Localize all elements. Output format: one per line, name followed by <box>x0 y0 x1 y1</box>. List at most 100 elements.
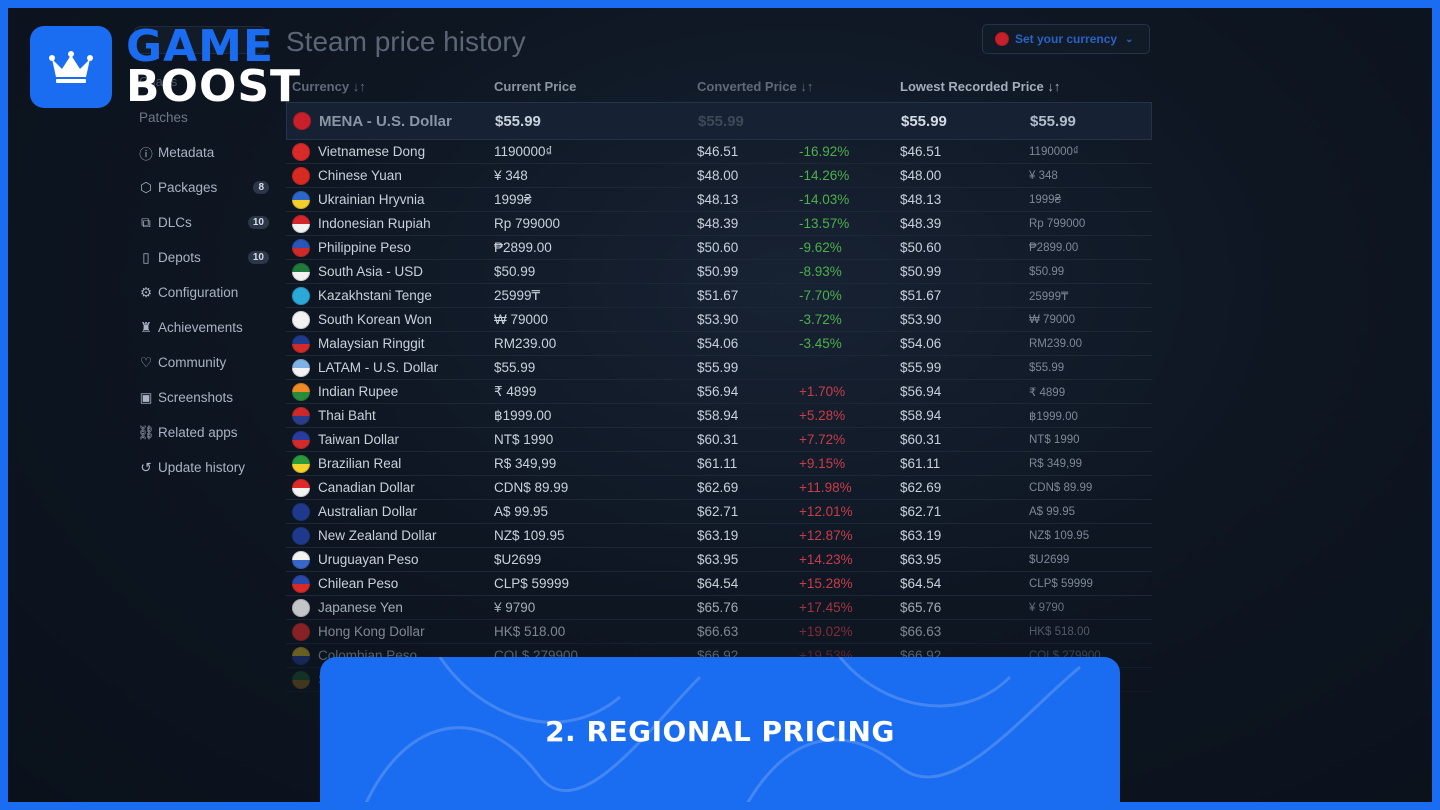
flag-icon <box>292 430 310 449</box>
converted-price: $48.13 <box>697 192 739 207</box>
sidebar-item-related-apps[interactable]: ⛓ Related apps <box>137 424 269 441</box>
header-currency[interactable]: Currency ↓↑ <box>292 78 366 94</box>
price-difference: -7.70% <box>799 288 842 303</box>
sidebar-item-label: Update history <box>158 460 246 475</box>
currency-name: Australian Dollar <box>318 504 418 519</box>
lowest-price: $63.95 <box>900 552 942 567</box>
sidebar-item-community[interactable]: ♡ Community <box>139 355 269 371</box>
lowest-price: $48.13 <box>900 192 942 207</box>
sidebar-item-charts[interactable]: Charts <box>139 74 269 89</box>
lowest-price: $60.31 <box>900 432 942 447</box>
header-current-price: Current Price <box>494 78 577 94</box>
puzzle-icon: ⧉ <box>141 214 151 230</box>
table-row: LATAM - U.S. Dollar $55.99 $55.99 $55.99 $55… <box>286 356 1152 380</box>
table-row: Taiwan Dollar NT$ 1990 $60.31 +7.72% $60.31 N… <box>286 428 1152 452</box>
sidebar-ghost-charts[interactable] <box>134 26 266 54</box>
current-price: CDN$ 89.99 <box>494 480 569 495</box>
flag-icon <box>292 286 310 305</box>
price-difference: +12.87% <box>799 528 853 543</box>
sidebar-item-screenshots[interactable]: ▣ Screenshots <box>139 390 269 406</box>
sidebar-item-packages[interactable]: ⬡ Packages 8 <box>139 180 269 195</box>
flag-cell <box>292 548 310 571</box>
turkey-flag-icon <box>995 32 1009 46</box>
currency-name: Taiwan Dollar <box>318 432 400 447</box>
converted-price: $50.99 <box>697 264 739 279</box>
flag-icon <box>292 646 310 665</box>
current-price: ฿1999.00 <box>494 407 552 423</box>
flag-icon <box>292 190 310 209</box>
crown-icon <box>30 26 112 108</box>
flag-icon <box>292 574 310 593</box>
lowest-local-price: 1999₴ <box>1029 193 1061 206</box>
lowest-local-price: NT$ 1990 <box>1029 433 1080 446</box>
gameboost-logo: GAME BOOST <box>30 20 301 109</box>
converted-price: $54.06 <box>697 336 739 351</box>
sidebar-item-label: Achievements <box>158 320 243 335</box>
flag-icon <box>292 502 310 521</box>
currency-name: Ukrainian Hryvnia <box>318 192 425 207</box>
lowest-price: $50.60 <box>900 240 942 255</box>
price-difference: -13.57% <box>799 216 850 231</box>
current-price: ₱2899.00 <box>494 240 552 255</box>
sidebar-item-dlcs[interactable]: ⧉ DLCs 10 <box>139 215 269 230</box>
logo-word-game: GAME <box>126 20 275 72</box>
lowest-local-price: ₹ 4899 <box>1029 386 1066 399</box>
lowest-price: $61.11 <box>900 456 941 471</box>
flag-cell <box>292 572 310 595</box>
header-converted-price[interactable]: Converted Price ↓↑ <box>697 78 814 94</box>
info-icon: ⓘ <box>139 146 153 162</box>
sidebar-item-depots[interactable]: ▯ Depots 10 <box>139 250 269 265</box>
sidebar-item-configuration[interactable]: ⚙ Configuration <box>139 285 269 301</box>
lowest-price: $50.99 <box>900 264 942 279</box>
currency-name: Uruguayan Peso <box>318 552 419 567</box>
table-row-featured: MENA - U.S. Dollar $55.99 $55.99 $55.99 … <box>286 102 1152 140</box>
price-difference: -8.93% <box>799 264 842 279</box>
set-currency-button[interactable]: Set your currency ⌄ <box>982 24 1150 54</box>
converted-price: $48.39 <box>697 216 739 231</box>
current-price: A$ 99.95 <box>494 504 549 519</box>
currency-name: Indian Rupee <box>318 384 399 399</box>
flag-icon <box>292 310 310 329</box>
price-difference: +9.15% <box>799 456 846 471</box>
lowest-price: $64.54 <box>900 576 942 591</box>
header-lowest-price[interactable]: Lowest Recorded Price ↓↑ <box>900 78 1061 94</box>
current-price: R$ 349,99 <box>494 456 557 471</box>
lowest-local-price: ¥ 9790 <box>1029 601 1065 614</box>
current-price: $55.99 <box>494 360 536 375</box>
currency-name: Chilean Peso <box>318 576 399 591</box>
currency-name: Canadian Dollar <box>318 480 415 495</box>
lowest-local-price: NZ$ 109.95 <box>1029 529 1090 542</box>
flag-cell <box>292 596 310 619</box>
currency-name: Japanese Yen <box>318 600 403 615</box>
sidebar-item-patches[interactable]: Patches <box>139 110 269 125</box>
sidebar-item-metadata[interactable]: ⓘ Metadata <box>139 145 269 162</box>
chevron-down-icon: ⌄ <box>1125 33 1134 45</box>
lowest-price: $63.19 <box>900 528 942 543</box>
converted-price: $48.00 <box>697 168 739 183</box>
lowest-local-price: HK$ 518.00 <box>1029 625 1090 638</box>
sidebar-item-update-history[interactable]: ↺ Update history <box>139 460 269 476</box>
flag-icon <box>292 238 310 257</box>
table-row: Vietnamese Dong 1190000₫ $46.51 -16.92% $46.… <box>286 140 1152 164</box>
flag-cell <box>292 644 310 667</box>
lowest-local-price: ฿1999.00 <box>1029 410 1078 423</box>
converted-price: $58.94 <box>697 408 739 423</box>
flag-cell <box>292 188 310 211</box>
current-price: 1999₴ <box>494 192 532 207</box>
currency-name: Brazilian Real <box>318 456 402 471</box>
currency-name: MENA - U.S. Dollar <box>319 112 452 130</box>
flag-cell <box>292 164 310 187</box>
price-difference: -3.45% <box>799 336 842 351</box>
table-row: Thai Baht ฿1999.00 $58.94 +5.28% $58.94 ฿1999… <box>286 404 1152 428</box>
current-price: NT$ 1990 <box>494 432 554 447</box>
currency-name: Philippine Peso <box>318 240 412 255</box>
sidebar-item-label: Metadata <box>158 145 215 160</box>
lowest-price: $66.63 <box>900 624 942 639</box>
table-row: Kazakhstani Tenge 25999₸ $51.67 -7.70% $51.6… <box>286 284 1152 308</box>
flag-cell <box>292 356 310 379</box>
lowest-price: $48.39 <box>900 216 942 231</box>
lowest-local-price: $50.99 <box>1029 265 1065 278</box>
sidebar-item-achievements[interactable]: ♜ Achievements <box>139 320 269 336</box>
price-difference: -16.92% <box>799 144 850 159</box>
link-icon: ⛓ <box>137 424 155 440</box>
